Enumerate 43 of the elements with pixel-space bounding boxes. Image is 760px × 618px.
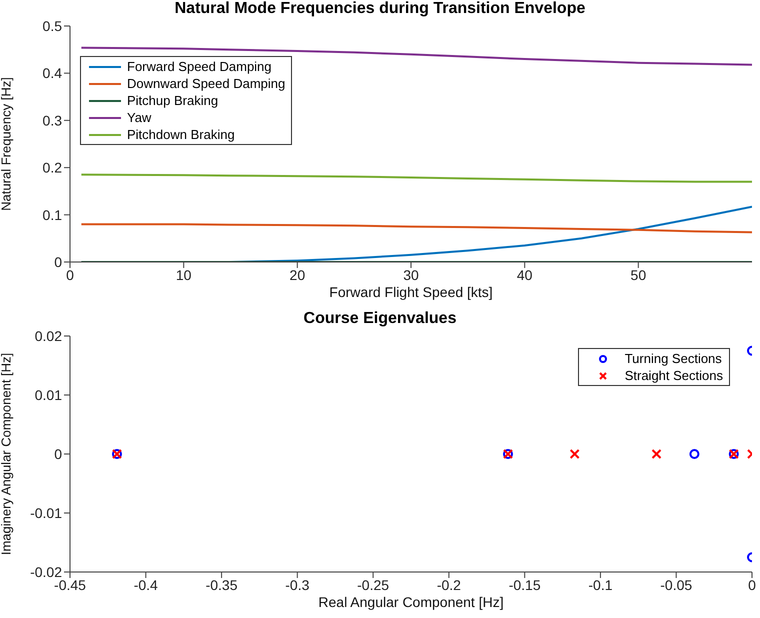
y-tick-label: 0 bbox=[54, 254, 62, 270]
y-tick-label: 0.4 bbox=[42, 65, 62, 82]
legend-label: Yaw bbox=[127, 110, 152, 125]
legend-label: Pitchdown Braking bbox=[127, 127, 235, 142]
x-axis-title: Real Angular Component [Hz] bbox=[318, 594, 504, 610]
y-tick-label: 0.2 bbox=[42, 160, 62, 176]
x-tick-label: 50 bbox=[630, 266, 646, 283]
point bbox=[689, 449, 700, 459]
y-axis-title: Natural Frequency [Hz] bbox=[0, 77, 14, 211]
chart-title: Course Eigenvalues bbox=[302, 310, 458, 328]
x-tick-label: -0.4 bbox=[134, 576, 158, 593]
y-tick-label: 0 bbox=[54, 446, 62, 462]
legend-label: Pitchup Braking bbox=[127, 93, 218, 108]
x-tick-label: -0.2 bbox=[436, 576, 462, 593]
legend-label: Downward Speed Damping bbox=[127, 76, 286, 91]
y-axis-title: Imaginery Angular Component [Hz] bbox=[0, 352, 14, 556]
x-tick-label: 0 bbox=[748, 576, 756, 593]
x-tick-label: 20 bbox=[290, 266, 306, 283]
y-tick-label: 0.01 bbox=[34, 386, 62, 403]
line-series bbox=[80, 174, 752, 183]
y-tick-label: 0.5 bbox=[42, 18, 62, 34]
x-tick-label: -0.05 bbox=[660, 576, 692, 593]
x-tick-label: -0.15 bbox=[508, 576, 541, 593]
chart-title: Natural Mode Frequencies during Transition Envelope bbox=[174, 0, 586, 18]
y-tick-label: -0.01 bbox=[30, 504, 62, 521]
point bbox=[652, 449, 662, 459]
x-axis-title: Forward Flight Speed [kts] bbox=[329, 284, 493, 300]
x-tick-label: 10 bbox=[176, 266, 192, 283]
x-tick-label: 40 bbox=[516, 266, 533, 283]
line-series bbox=[80, 223, 752, 234]
x-tick-label: -0.35 bbox=[206, 576, 238, 593]
x-tick-label: -0.3 bbox=[285, 576, 310, 593]
y-tick-label: 0.3 bbox=[42, 112, 62, 128]
x-tick-label: 30 bbox=[403, 266, 419, 283]
x-tick-label: -0.1 bbox=[588, 576, 613, 593]
x-tick-label: 0 bbox=[66, 266, 74, 283]
legend-label: Forward Speed Damping bbox=[127, 59, 272, 74]
legend-label: Straight Sections bbox=[624, 368, 723, 383]
x-tick-label: -0.25 bbox=[357, 576, 390, 593]
legend-label: Turning Sections bbox=[624, 351, 722, 366]
y-tick-label: 0.02 bbox=[34, 328, 62, 344]
y-tick-label: 0.1 bbox=[42, 206, 62, 223]
point bbox=[570, 449, 580, 459]
